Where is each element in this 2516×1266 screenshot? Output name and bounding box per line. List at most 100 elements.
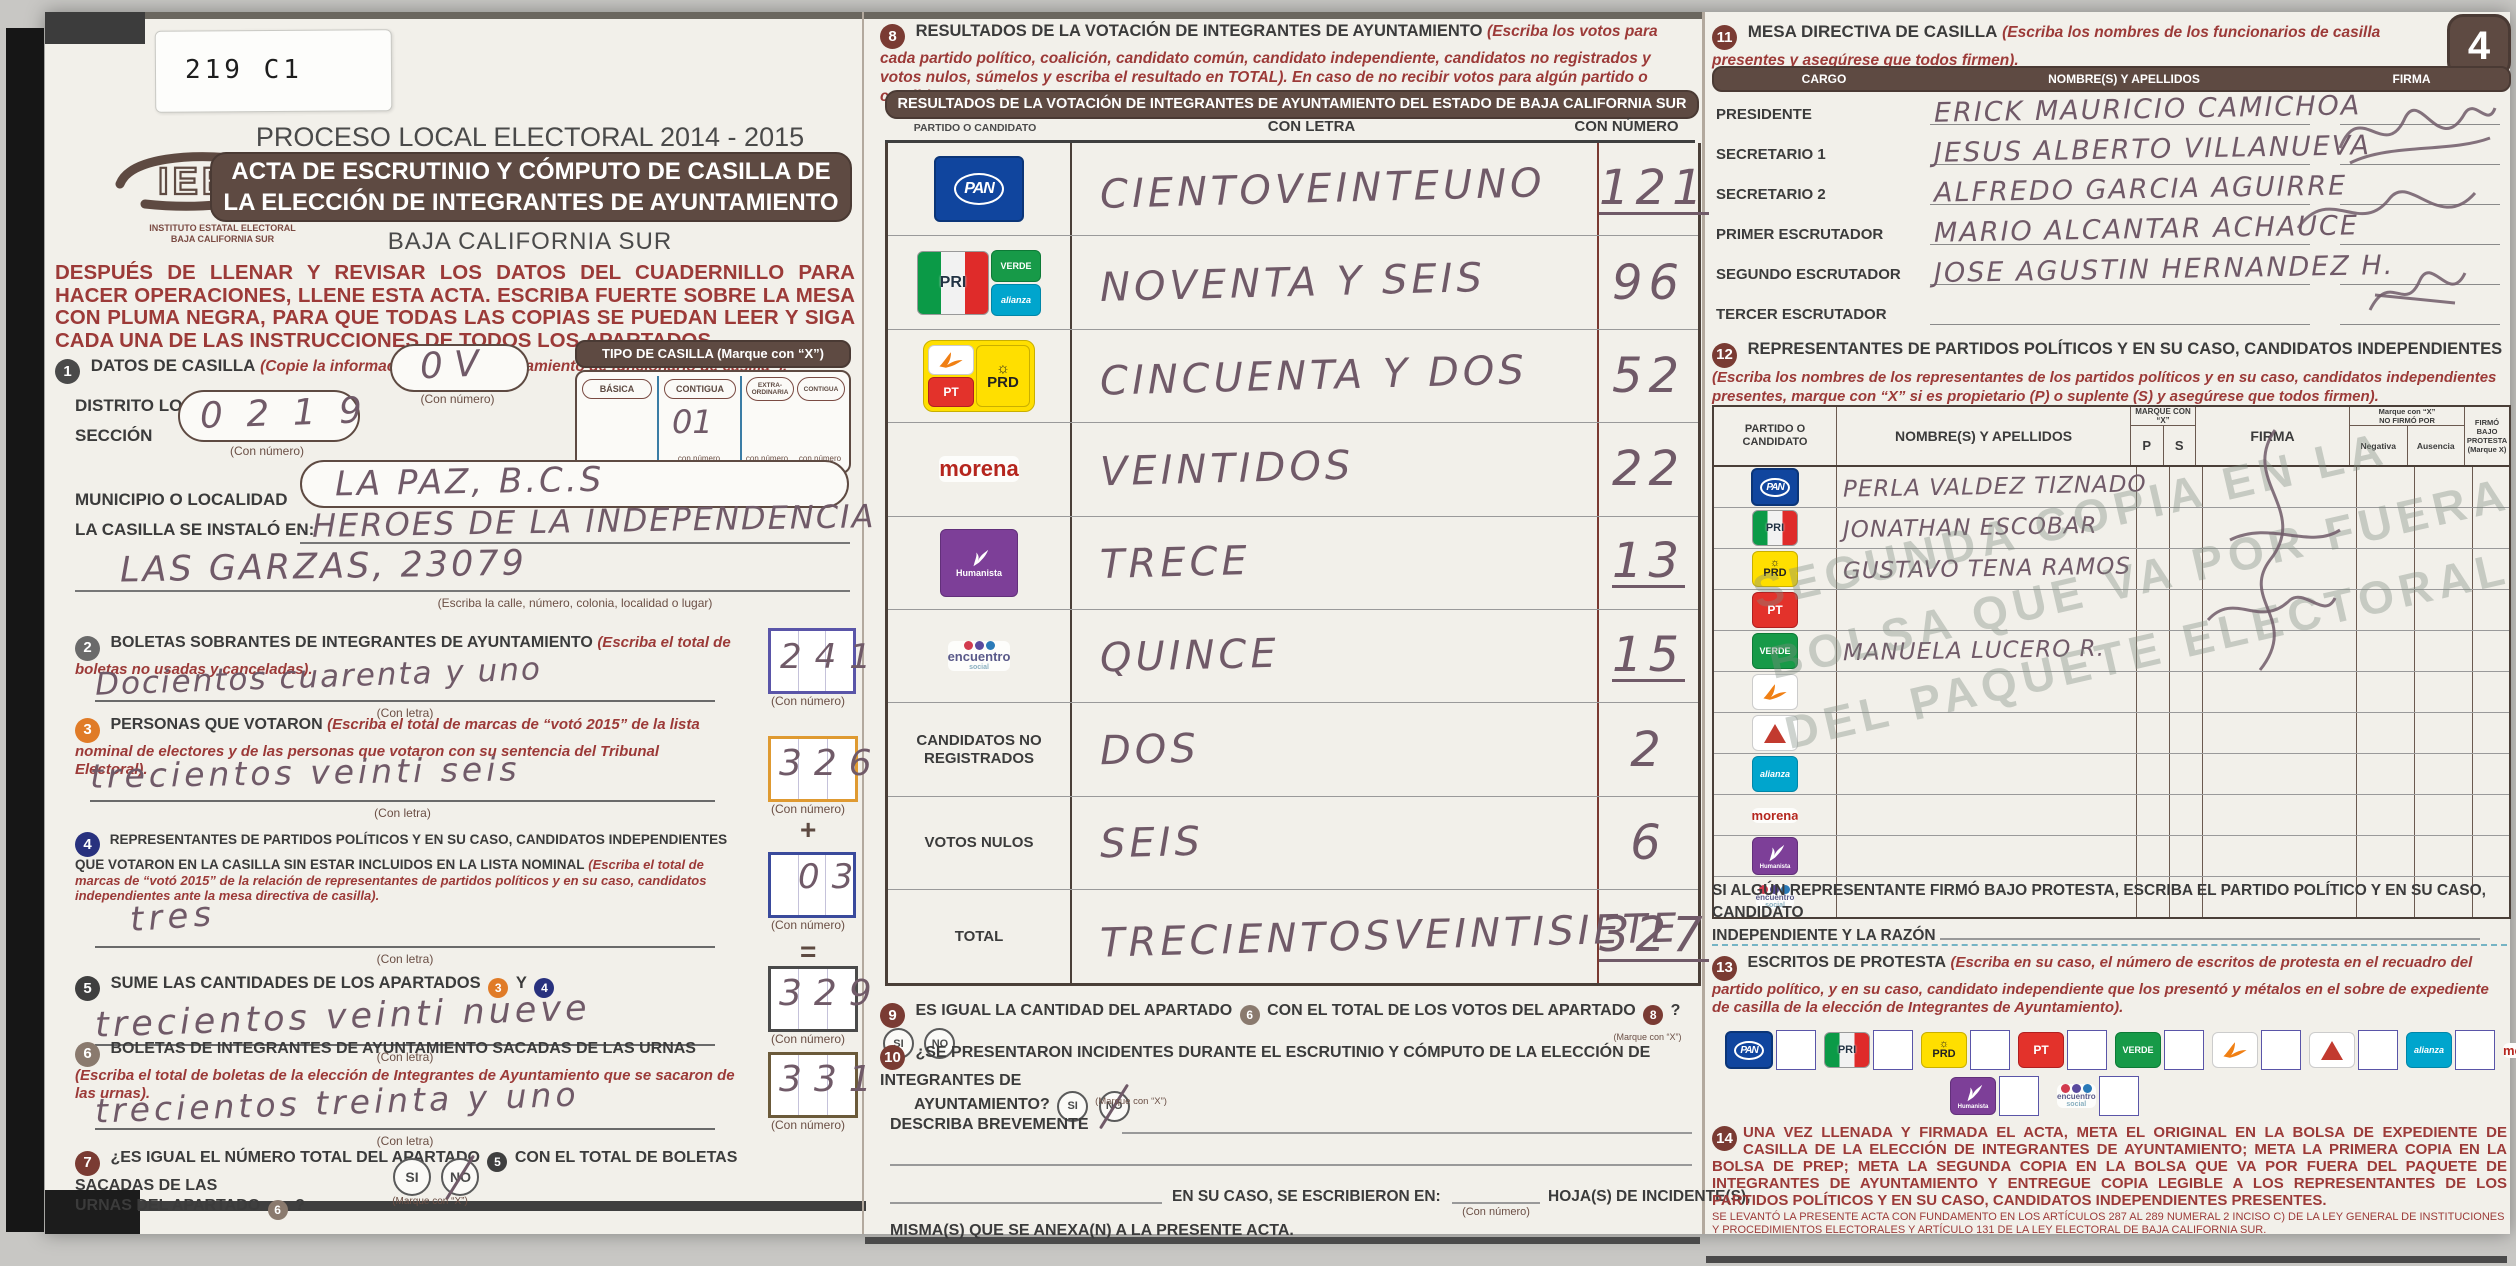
rep-firma-cell[interactable] bbox=[2203, 713, 2357, 753]
rep-s-cell[interactable] bbox=[2170, 836, 2203, 876]
rep-ausencia-cell[interactable] bbox=[2415, 795, 2473, 835]
protesta-count-box[interactable] bbox=[2455, 1030, 2495, 1070]
casilla-line2-rule[interactable] bbox=[75, 552, 850, 592]
mesa-nombre-rule[interactable] bbox=[1930, 124, 2310, 125]
mesa-firma-rule[interactable] bbox=[2340, 324, 2500, 325]
rep-ausencia-cell[interactable] bbox=[2415, 836, 2473, 876]
section7-no-option[interactable]: NO bbox=[441, 1158, 480, 1196]
rep-firma-cell[interactable] bbox=[2203, 549, 2357, 589]
rep-protesta-cell[interactable] bbox=[2473, 549, 2509, 589]
section7-si-option[interactable]: SI bbox=[393, 1158, 431, 1196]
tipo-opt-basica[interactable]: BÁSICA bbox=[582, 379, 652, 399]
rep-negativa-cell[interactable] bbox=[2357, 836, 2415, 876]
results-letra-cell[interactable]: SEIS bbox=[1072, 796, 1599, 890]
results-numero-cell[interactable]: 22 bbox=[1599, 423, 1698, 515]
mesa-firma-rule[interactable] bbox=[2340, 124, 2500, 125]
rep-ausencia-cell[interactable] bbox=[2415, 508, 2473, 548]
protesta-count-box[interactable] bbox=[1970, 1030, 2010, 1070]
protesta-count-box[interactable] bbox=[1873, 1030, 1913, 1070]
rep-negativa-cell[interactable] bbox=[2357, 754, 2415, 794]
municipio-field[interactable] bbox=[300, 460, 849, 508]
results-numero-cell[interactable]: 96 bbox=[1599, 236, 1698, 328]
rep-protesta-cell[interactable] bbox=[2473, 672, 2509, 712]
results-letra-cell[interactable]: CIENTOVEINTEUNO bbox=[1072, 143, 1599, 236]
section3-numero-box[interactable] bbox=[768, 736, 858, 802]
section2-numero-box[interactable] bbox=[768, 628, 856, 694]
results-numero-cell[interactable]: 52 bbox=[1599, 330, 1698, 422]
results-letra-cell[interactable]: QUINCE bbox=[1072, 609, 1599, 703]
rep-ausencia-cell[interactable] bbox=[2415, 467, 2473, 507]
rep-protesta-cell[interactable] bbox=[2473, 467, 2509, 507]
section10-no-option[interactable]: NO bbox=[1098, 1091, 1130, 1122]
tipo-opt-contigua2[interactable]: CONTIGUA bbox=[797, 377, 845, 401]
mesa-firma-rule[interactable] bbox=[2340, 204, 2500, 205]
rep-protesta-cell[interactable] bbox=[2473, 631, 2509, 671]
rep-s-cell[interactable] bbox=[2170, 549, 2203, 589]
rep-negativa-cell[interactable] bbox=[2357, 467, 2415, 507]
results-numero-cell[interactable]: 15 bbox=[1599, 610, 1698, 702]
protesta-count-box[interactable] bbox=[2164, 1030, 2204, 1070]
mesa-firma-rule[interactable] bbox=[2340, 164, 2500, 165]
results-letra-cell[interactable]: TRECIENTOSVEINTISIETE bbox=[1072, 890, 1681, 983]
protesta-count-box[interactable] bbox=[1776, 1030, 1816, 1070]
rep-s-cell[interactable] bbox=[2170, 754, 2203, 794]
rep-s-cell[interactable] bbox=[2170, 590, 2203, 630]
section5-numero-box[interactable] bbox=[768, 966, 858, 1032]
rep-negativa-cell[interactable] bbox=[2357, 795, 2415, 835]
results-letra-cell[interactable]: TRECE bbox=[1072, 516, 1599, 609]
protesta-count-box[interactable] bbox=[2067, 1030, 2107, 1070]
mesa-nombre-rule[interactable] bbox=[1930, 204, 2310, 205]
rep-negativa-cell[interactable] bbox=[2357, 877, 2415, 917]
rep-firma-cell[interactable] bbox=[2203, 795, 2357, 835]
section9-no-option[interactable]: NO bbox=[924, 1028, 956, 1059]
rep-s-cell[interactable] bbox=[2170, 631, 2203, 671]
results-numero-cell[interactable]: 121 bbox=[1599, 143, 1709, 235]
seccion-field[interactable] bbox=[178, 390, 360, 442]
rep-firma-cell[interactable] bbox=[2203, 754, 2357, 794]
distrito-field[interactable] bbox=[390, 344, 529, 392]
mesa-nombre-rule[interactable] bbox=[1930, 244, 2310, 245]
rep-s-cell[interactable] bbox=[2170, 795, 2203, 835]
mesa-nombre-rule[interactable] bbox=[1930, 284, 2310, 285]
rep-firma-cell[interactable] bbox=[2203, 631, 2357, 671]
rep-protesta-cell[interactable] bbox=[2473, 508, 2509, 548]
rep-protesta-cell[interactable] bbox=[2473, 754, 2509, 794]
protesta-count-box[interactable] bbox=[2358, 1030, 2398, 1070]
rep-firma-cell[interactable] bbox=[2203, 672, 2357, 712]
rep-ausencia-cell[interactable] bbox=[2415, 590, 2473, 630]
results-numero-cell[interactable]: 327 bbox=[1599, 890, 1709, 982]
rep-nombre-cell[interactable] bbox=[1837, 836, 2137, 876]
rep-negativa-cell[interactable] bbox=[2357, 631, 2415, 671]
rep-firma-cell[interactable] bbox=[2203, 467, 2357, 507]
rep-p-cell[interactable] bbox=[2137, 836, 2170, 876]
rep-p-cell[interactable] bbox=[2137, 672, 2170, 712]
protesta-count-box[interactable] bbox=[2098, 1076, 2139, 1116]
rep-p-cell[interactable] bbox=[2137, 549, 2170, 589]
section2-letra-rule[interactable] bbox=[95, 664, 715, 702]
rep-protesta-cell[interactable] bbox=[2473, 836, 2509, 876]
results-letra-cell[interactable]: VEINTIDOS bbox=[1072, 423, 1599, 516]
protesta-count-box[interactable] bbox=[2261, 1030, 2301, 1070]
rep-ausencia-cell[interactable] bbox=[2415, 549, 2473, 589]
results-numero-cell[interactable]: 6 bbox=[1599, 797, 1698, 889]
rep-p-cell[interactable] bbox=[2137, 508, 2170, 548]
mesa-nombre-rule[interactable] bbox=[1930, 164, 2310, 165]
describa-rule-3[interactable] bbox=[890, 1186, 1162, 1204]
results-letra-cell[interactable]: NOVENTA Y SEIS bbox=[1072, 236, 1599, 329]
protesta-razon-rule[interactable] bbox=[1939, 924, 2480, 940]
section4-numero-box[interactable] bbox=[768, 852, 856, 918]
results-numero-cell[interactable]: 13 bbox=[1599, 517, 1698, 609]
rep-s-cell[interactable] bbox=[2170, 877, 2203, 917]
rep-nombre-cell[interactable]: GUSTAVO TENA RAMOS bbox=[1837, 549, 2137, 589]
describa-rule[interactable] bbox=[1122, 1116, 1692, 1134]
section6-letra-rule[interactable] bbox=[95, 1090, 715, 1130]
protesta-count-box[interactable] bbox=[1999, 1076, 2039, 1116]
rep-nombre-cell[interactable] bbox=[1837, 795, 2137, 835]
casilla-line1-rule[interactable] bbox=[300, 506, 850, 544]
rep-nombre-cell[interactable] bbox=[1837, 754, 2137, 794]
rep-s-cell[interactable] bbox=[2170, 713, 2203, 753]
section6-numero-box[interactable] bbox=[768, 1052, 858, 1118]
results-letra-cell[interactable]: CINCUENTA Y DOS bbox=[1072, 329, 1599, 423]
mesa-firma-rule[interactable] bbox=[2340, 284, 2500, 285]
rep-nombre-cell[interactable] bbox=[1837, 672, 2137, 712]
